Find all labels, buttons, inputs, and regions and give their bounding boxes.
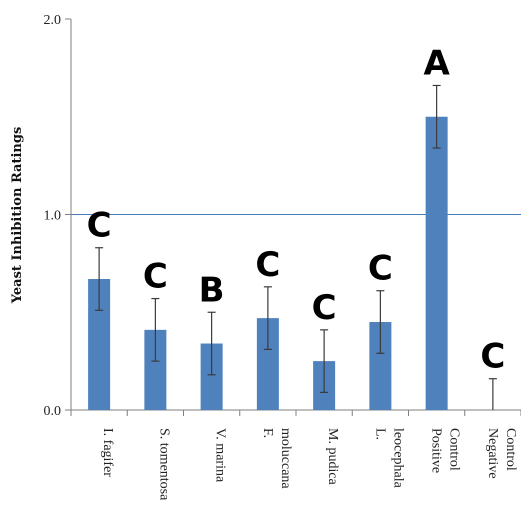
category-label: Positive Control bbox=[429, 428, 462, 473]
category-label-line: Positive bbox=[429, 428, 444, 473]
category-label-line: S. tomentosa bbox=[156, 428, 171, 501]
bar bbox=[88, 279, 111, 410]
bars bbox=[88, 116, 448, 410]
category-label-line: V. marina bbox=[213, 428, 228, 483]
significance-letter: C bbox=[255, 245, 280, 285]
x-category-labels: I. fagifer S. tomentosa V. marina F. molucca… bbox=[100, 428, 518, 501]
category-label-line: Negative bbox=[485, 428, 500, 479]
category-label: F. moluccana bbox=[260, 428, 293, 489]
category-label: Negative Control bbox=[485, 428, 518, 479]
category-label-line: Control bbox=[503, 428, 518, 471]
bar bbox=[425, 116, 448, 410]
error-bars bbox=[95, 84, 497, 410]
axes bbox=[65, 18, 521, 416]
category-label: L. leocephala bbox=[372, 428, 405, 489]
y-tick-label: 2.0 bbox=[44, 13, 62, 28]
bar bbox=[200, 343, 223, 410]
category-label: V. marina bbox=[213, 428, 228, 483]
category-label-line: L. bbox=[372, 428, 387, 440]
y-axis-title: Yeast Inhibition Ratings bbox=[10, 127, 25, 305]
significance-letter: A bbox=[423, 43, 450, 83]
bar bbox=[256, 318, 279, 410]
category-label-line: I. fagifer bbox=[100, 428, 115, 477]
category-label-line: leocephala bbox=[390, 428, 405, 489]
bar bbox=[369, 322, 392, 410]
y-tick-labels: 0.0 1.0 2.0 bbox=[44, 13, 62, 419]
category-label: I. fagifer bbox=[100, 428, 115, 477]
category-label: S. tomentosa bbox=[156, 428, 171, 501]
category-label-line: F. bbox=[260, 428, 275, 438]
y-tick-label: 0.0 bbox=[44, 404, 62, 419]
bar bbox=[144, 329, 167, 410]
y-tick-label: 1.0 bbox=[44, 209, 62, 224]
significance-letter: C bbox=[480, 337, 505, 377]
significance-letter: B bbox=[199, 270, 225, 310]
significance-letter: C bbox=[143, 257, 168, 297]
significance-letter: C bbox=[312, 288, 337, 328]
category-label-line: moluccana bbox=[278, 428, 293, 489]
category-label-line: Control bbox=[447, 428, 462, 471]
significance-letter: C bbox=[87, 206, 112, 246]
category-label: M. pudica bbox=[325, 428, 340, 486]
category-label-line: M. pudica bbox=[325, 428, 340, 486]
significance-letter: C bbox=[368, 249, 393, 289]
